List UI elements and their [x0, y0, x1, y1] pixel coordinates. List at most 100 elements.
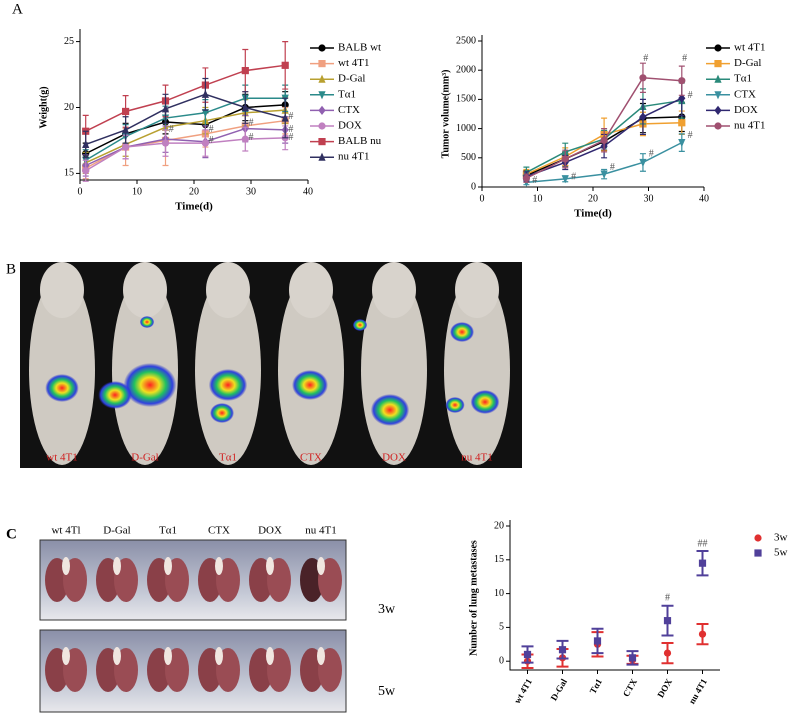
annotation: #	[682, 53, 687, 64]
y-tick-label: 20	[494, 520, 504, 531]
x-axis-label: Time(d)	[175, 201, 213, 213]
trachea	[62, 557, 70, 575]
mouse-head	[123, 262, 167, 318]
marker	[663, 617, 672, 625]
mouse-head	[372, 262, 416, 318]
marker	[122, 125, 130, 134]
marker	[201, 139, 209, 147]
mouse-label: Tα1	[219, 452, 237, 464]
x-tick-label: nu 4T1	[687, 677, 710, 706]
annotation: #	[610, 162, 615, 173]
mouse-head	[206, 262, 250, 318]
signal	[123, 363, 177, 407]
legend-label: CTX	[338, 104, 360, 116]
signal	[45, 374, 79, 402]
legend-marker	[754, 534, 762, 542]
annotation: #	[169, 124, 174, 135]
marker	[281, 61, 289, 69]
marker	[558, 646, 567, 654]
legend-label: wt 4T1	[734, 42, 765, 54]
marker	[678, 119, 686, 127]
marker	[281, 113, 289, 122]
annotation: #	[249, 118, 254, 129]
trachea	[164, 647, 172, 665]
axis	[481, 35, 704, 188]
annotation: #	[288, 124, 293, 135]
x-tick-label: 30	[644, 193, 654, 204]
y-tick-label: 2000	[456, 64, 476, 75]
legend-marker	[714, 60, 722, 68]
annotation: #	[665, 593, 670, 604]
y-tick-label: 5	[499, 622, 504, 633]
legend-marker	[714, 122, 722, 130]
marker	[241, 135, 249, 143]
lung-label: Tα1	[159, 525, 177, 537]
mouse-head	[289, 262, 333, 318]
trachea	[113, 647, 121, 665]
x-tick-label: 30	[246, 186, 256, 197]
row-label: 5w	[378, 684, 396, 699]
marker	[561, 155, 569, 163]
annotation: #	[209, 135, 214, 146]
x-tick-label: 40	[699, 193, 709, 204]
x-tick-label: CTX	[621, 677, 639, 699]
mouse	[278, 275, 344, 465]
series-line	[85, 137, 286, 172]
mouse-label: CTX	[300, 452, 322, 464]
marker	[639, 112, 647, 122]
legend-marker	[714, 105, 722, 115]
marker	[663, 649, 672, 657]
panel-label: C	[6, 526, 17, 542]
marker	[678, 77, 686, 85]
legend-label: 3w	[774, 532, 788, 544]
marker	[201, 109, 209, 118]
mouse-head	[40, 262, 84, 318]
series-line	[85, 93, 286, 146]
y-tick-label: 15	[64, 168, 74, 179]
series-line	[85, 97, 286, 161]
marker	[698, 559, 707, 567]
y-tick-label: 0	[499, 656, 504, 667]
trachea	[266, 557, 274, 575]
marker	[639, 74, 647, 82]
annotation: #	[209, 124, 214, 135]
x-axis-label: Time(d)	[574, 208, 612, 220]
marker	[561, 175, 569, 184]
annotation: #	[571, 171, 576, 182]
legend-label: D-Gal	[338, 73, 366, 85]
signal	[208, 369, 248, 401]
axis	[509, 520, 720, 671]
marker	[698, 630, 707, 638]
annotation: #	[643, 53, 648, 64]
marker	[241, 66, 249, 75]
x-tick-label: 0	[78, 186, 83, 197]
y-tick-label: 20	[64, 102, 74, 113]
legend-marker	[714, 44, 722, 52]
marker	[600, 136, 608, 144]
annotation: #	[532, 175, 537, 186]
panel-label: B	[6, 261, 16, 277]
marker	[161, 139, 170, 147]
y-tick-label: 2500	[456, 35, 476, 46]
y-tick-label: 1000	[456, 123, 476, 134]
x-tick-label: D-Gal	[549, 677, 570, 703]
x-tick-label: 0	[480, 193, 485, 204]
legend-marker	[318, 44, 326, 52]
y-tick-label: 10	[494, 588, 504, 599]
row-label: 3w	[378, 602, 396, 617]
annotation: #	[249, 132, 254, 143]
signal	[139, 316, 155, 328]
marker	[678, 93, 686, 103]
legend-marker	[318, 152, 326, 161]
annotation: #	[649, 149, 654, 160]
y-tick-label: 25	[64, 36, 74, 47]
legend-label: nu 4T1	[338, 151, 369, 163]
legend-label: DOX	[734, 104, 758, 116]
annotation: #	[688, 90, 693, 101]
marker	[600, 170, 608, 179]
x-tick-label: DOX	[655, 677, 674, 700]
lung-label: CTX	[208, 525, 230, 537]
lung-label: DOX	[258, 525, 282, 537]
legend-marker	[318, 91, 326, 100]
